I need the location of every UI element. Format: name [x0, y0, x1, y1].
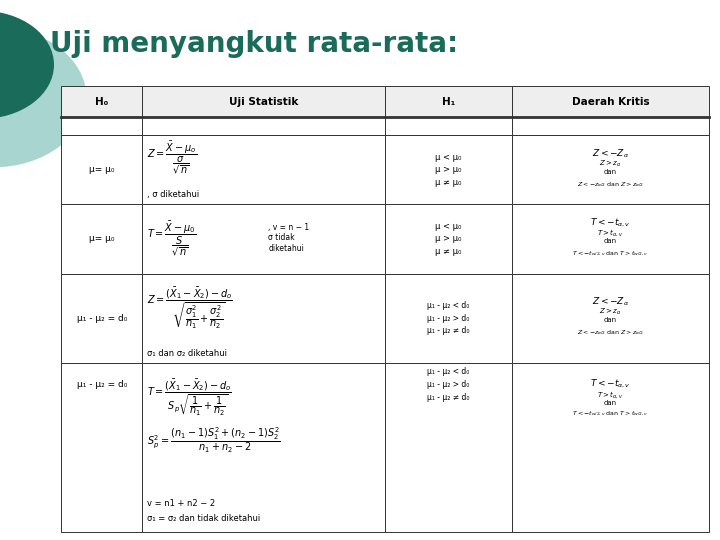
Text: Daerah Kritis: Daerah Kritis	[572, 97, 649, 106]
Bar	[61, 86, 142, 117]
Text: $Z = \dfrac{(\bar{X}_1 - \bar{X}_2) - d_o}{\sqrt{\dfrac{\sigma_1^2}{n_1} + \dfra: $Z = \dfrac{(\bar{X}_1 - \bar{X}_2) - d_…	[147, 285, 233, 330]
Text: dan: dan	[604, 168, 617, 174]
Text: $S_p^2 = \dfrac{(n_1-1)S_1^2 + (n_2-1)S_2^2}{n_1 + n_2 - 2}$: $S_p^2 = \dfrac{(n_1-1)S_1^2 + (n_2-1)S_…	[147, 426, 281, 455]
Text: σ₁ = σ₂ dan tidak diketahui: σ₁ = σ₂ dan tidak diketahui	[147, 514, 260, 523]
Text: μ₁ - μ₂ < d₀
μ₁ - μ₂ > d₀
μ₁ - μ₂ ≠ d₀: μ₁ - μ₂ < d₀ μ₁ - μ₂ > d₀ μ₁ - μ₂ ≠ d₀	[427, 301, 469, 335]
Bar	[511, 205, 709, 273]
Bar	[61, 363, 142, 532]
Circle shape	[0, 11, 54, 119]
Text: Uji menyangkut rata-rata:: Uji menyangkut rata-rata:	[50, 30, 459, 58]
Text: $T < -t_{\alpha,v}$: $T < -t_{\alpha,v}$	[590, 378, 631, 390]
Bar	[143, 205, 385, 273]
Bar	[61, 205, 142, 273]
Text: $T > t_{\alpha,v}$: $T > t_{\alpha,v}$	[597, 227, 624, 238]
Text: μ₁ - μ₂ = d₀: μ₁ - μ₂ = d₀	[76, 380, 127, 389]
Bar	[143, 363, 385, 532]
Bar	[143, 117, 385, 136]
Bar	[511, 273, 709, 363]
Text: $Z > z_{\alpha}$: $Z > z_{\alpha}$	[599, 307, 621, 316]
Text: μ < μ₀
μ > μ₀
μ ≠ μ₀: μ < μ₀ μ > μ₀ μ ≠ μ₀	[435, 153, 462, 187]
Text: diketahui: diketahui	[268, 244, 304, 253]
Bar	[385, 117, 512, 136]
Bar	[385, 273, 512, 363]
Text: $T > t_{\alpha,v}$: $T > t_{\alpha,v}$	[597, 389, 624, 401]
Bar	[511, 136, 709, 205]
Text: $T < -t_{\alpha,v}$: $T < -t_{\alpha,v}$	[590, 217, 631, 229]
Text: $T = \dfrac{(\bar{X}_1 - \bar{X}_2) - d_o}{S_p\sqrt{\dfrac{1}{n_1} + \dfrac{1}{n: $T = \dfrac{(\bar{X}_1 - \bar{X}_2) - d_…	[147, 377, 232, 418]
Bar	[385, 136, 512, 205]
Bar	[143, 86, 385, 117]
Text: μ₁ - μ₂ = d₀: μ₁ - μ₂ = d₀	[76, 314, 127, 322]
Text: , σ diketahui: , σ diketahui	[147, 190, 199, 199]
Text: $Z{<}{-}z_{\alpha/2}$ dan $Z{>}z_{\alpha/2}$: $Z{<}{-}z_{\alpha/2}$ dan $Z{>}z_{\alpha…	[577, 329, 644, 338]
Text: μ₁ - μ₂ < d₀
μ₁ - μ₂ > d₀
μ₁ - μ₂ ≠ d₀: μ₁ - μ₂ < d₀ μ₁ - μ₂ > d₀ μ₁ - μ₂ ≠ d₀	[427, 367, 469, 402]
Bar	[385, 363, 512, 532]
Bar	[511, 86, 709, 117]
Text: $Z > z_{\alpha}$: $Z > z_{\alpha}$	[599, 158, 621, 168]
Text: dan: dan	[604, 316, 617, 323]
Bar	[511, 117, 709, 136]
Text: dan: dan	[604, 238, 617, 244]
Bar	[61, 117, 142, 136]
Text: μ= μ₀: μ= μ₀	[89, 234, 114, 244]
Text: H₀: H₀	[95, 97, 108, 106]
Text: $T{<}{-}t_{w/2,v}$ dan $T{>}t_{w/2,v}$: $T{<}{-}t_{w/2,v}$ dan $T{>}t_{w/2,v}$	[572, 250, 649, 258]
Bar	[143, 136, 385, 205]
Text: μ= μ₀: μ= μ₀	[89, 165, 114, 174]
Text: dan: dan	[604, 400, 617, 406]
Text: H₁: H₁	[442, 97, 455, 106]
Text: v = n1 + n2 − 2: v = n1 + n2 − 2	[147, 500, 215, 508]
Text: $Z < -Z_{\alpha}$: $Z < -Z_{\alpha}$	[592, 295, 629, 308]
Bar	[385, 86, 512, 117]
Circle shape	[0, 27, 86, 167]
Text: σ tidak: σ tidak	[268, 233, 294, 242]
Bar	[61, 273, 142, 363]
Text: μ < μ₀
μ > μ₀
μ ≠ μ₀: μ < μ₀ μ > μ₀ μ ≠ μ₀	[435, 221, 462, 256]
Text: $Z{<}{-}z_{\alpha/2}$ dan $Z{>}z_{\alpha/2}$: $Z{<}{-}z_{\alpha/2}$ dan $Z{>}z_{\alpha…	[577, 181, 644, 189]
Text: $T{<}{-}t_{w/2,v}$ dan $T{>}t_{w/2,v}$: $T{<}{-}t_{w/2,v}$ dan $T{>}t_{w/2,v}$	[572, 410, 649, 418]
Bar	[385, 205, 512, 273]
Bar	[61, 136, 142, 205]
Text: $Z = \dfrac{\bar{X} - \mu_o}{\dfrac{\sigma}{\sqrt{n}}}$: $Z = \dfrac{\bar{X} - \mu_o}{\dfrac{\sig…	[147, 140, 197, 177]
Text: , v = n − 1: , v = n − 1	[268, 222, 310, 232]
Text: σ₁ dan σ₂ diketahui: σ₁ dan σ₂ diketahui	[147, 349, 227, 359]
Bar	[143, 273, 385, 363]
Text: $T = \dfrac{\bar{X} - \mu_0}{\dfrac{S}{\sqrt{n}}}$: $T = \dfrac{\bar{X} - \mu_0}{\dfrac{S}{\…	[147, 220, 196, 258]
Text: Uji Statistik: Uji Statistik	[229, 97, 298, 106]
Bar	[511, 363, 709, 532]
Text: $Z < -Z_{\alpha}$: $Z < -Z_{\alpha}$	[592, 147, 629, 160]
